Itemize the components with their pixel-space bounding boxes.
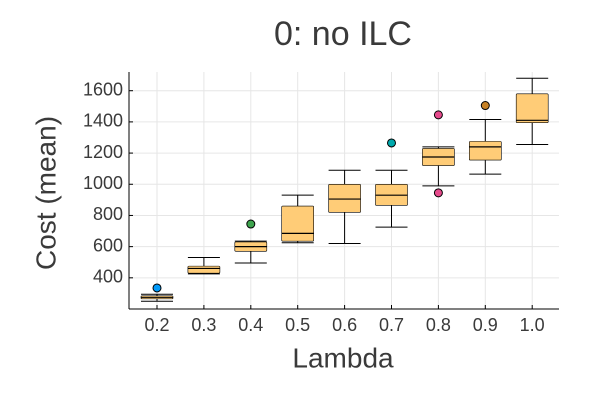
chart-title: 0: no ILC bbox=[274, 15, 412, 53]
box-iqr bbox=[328, 183, 361, 213]
x-tick-label: 0.9 bbox=[473, 315, 498, 335]
x-tick-label: 1.0 bbox=[520, 315, 545, 335]
tick-labels: 400 600 800 1000 1200 1400 1600 0.2 0.3 0.4 0.5 0.6… bbox=[83, 79, 545, 334]
box-0.9 bbox=[468, 101, 502, 175]
x-tick-label: 0.8 bbox=[426, 315, 451, 335]
outlier-point bbox=[433, 188, 443, 198]
box-iqr bbox=[515, 93, 549, 123]
y-tick-label: 1400 bbox=[83, 111, 123, 131]
y-tick-label: 1000 bbox=[83, 173, 123, 193]
x-tick-label: 0.6 bbox=[332, 315, 357, 335]
axes bbox=[128, 72, 559, 310]
x-tick-label: 0.7 bbox=[379, 315, 404, 335]
box-iqr bbox=[468, 141, 502, 161]
x-tick-label: 0.2 bbox=[144, 315, 169, 335]
box-0.3 bbox=[187, 257, 221, 275]
x-tick-label: 0.5 bbox=[285, 315, 310, 335]
y-tick-label: 800 bbox=[93, 204, 123, 224]
outlier-point bbox=[433, 110, 443, 120]
box-iqr bbox=[187, 265, 221, 274]
y-tick-label: 400 bbox=[93, 267, 123, 287]
box-0.4 bbox=[234, 219, 268, 264]
x-axis-label: Lambda bbox=[292, 342, 394, 373]
x-tick-label: 0.3 bbox=[191, 315, 216, 335]
box-0.8 bbox=[422, 110, 455, 198]
x-tick-label: 0.4 bbox=[238, 315, 263, 335]
box-1.0 bbox=[515, 77, 549, 146]
box-0.7 bbox=[375, 138, 408, 228]
outlier-point bbox=[480, 101, 490, 111]
box-iqr bbox=[281, 205, 315, 242]
box-series bbox=[140, 77, 549, 302]
y-axis-label: Cost (mean) bbox=[30, 116, 61, 270]
box-0.5 bbox=[281, 194, 315, 244]
outlier-point bbox=[387, 138, 396, 148]
box-0.6 bbox=[328, 169, 361, 245]
outlier-point bbox=[246, 219, 256, 229]
box-0.2 bbox=[140, 283, 174, 302]
y-tick-label: 600 bbox=[93, 235, 123, 255]
y-tick-label: 1200 bbox=[83, 142, 123, 162]
outlier-point bbox=[152, 283, 162, 293]
y-tick-label: 1600 bbox=[83, 79, 123, 99]
